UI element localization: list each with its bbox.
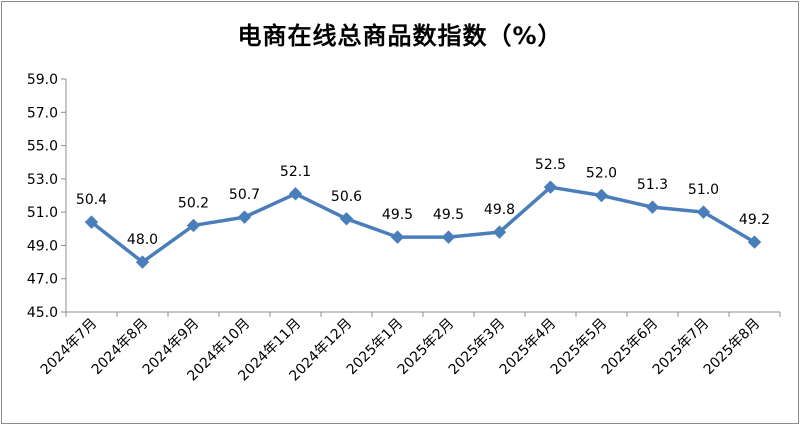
y-tick-label: 47.0 bbox=[27, 272, 58, 288]
y-tick-label: 49.0 bbox=[27, 238, 58, 254]
y-tick-label: 45.0 bbox=[27, 305, 58, 321]
data-label: 52.5 bbox=[535, 157, 566, 173]
data-point-marker bbox=[288, 187, 303, 201]
data-label-layer: 50.4 48.0 50.2 50.7 52.1 50.6 49.5 49.5 49.8 52.5… bbox=[76, 157, 770, 248]
data-point-marker bbox=[135, 255, 150, 269]
data-point-marker bbox=[747, 235, 762, 249]
data-point-marker bbox=[696, 205, 711, 219]
data-point-marker bbox=[543, 180, 558, 194]
y-tick-label: 59.0 bbox=[27, 72, 58, 88]
data-point-marker bbox=[186, 218, 201, 233]
data-label: 52.0 bbox=[586, 166, 617, 182]
data-point-marker bbox=[594, 188, 609, 203]
data-point-marker bbox=[441, 230, 456, 244]
data-label: 51.3 bbox=[637, 177, 668, 193]
series-line bbox=[90, 185, 756, 264]
data-label: 49.5 bbox=[433, 207, 464, 223]
data-label: 50.6 bbox=[331, 189, 362, 205]
y-tick-label: 57.0 bbox=[27, 105, 58, 121]
data-point-marker bbox=[390, 230, 405, 244]
data-label: 49.5 bbox=[382, 207, 413, 223]
data-point-marker bbox=[237, 210, 252, 224]
data-label: 49.8 bbox=[484, 202, 515, 218]
data-label: 50.4 bbox=[76, 192, 107, 208]
data-label: 49.2 bbox=[739, 212, 770, 228]
marker-layer bbox=[84, 180, 762, 269]
data-point-marker bbox=[492, 225, 507, 239]
data-label: 52.1 bbox=[280, 164, 311, 180]
data-label: 51.0 bbox=[688, 182, 719, 198]
data-point-marker bbox=[339, 212, 354, 226]
chart-axes: 45.047.049.051.053.055.057.059.02024年7月2… bbox=[27, 72, 781, 384]
series-line-layer bbox=[90, 185, 756, 264]
data-point-marker bbox=[84, 215, 99, 229]
chart-title: 电商在线总商品数指数（%） bbox=[237, 22, 563, 50]
data-label: 50.2 bbox=[178, 195, 209, 211]
y-tick-label: 51.0 bbox=[27, 205, 58, 221]
data-label: 48.0 bbox=[127, 232, 158, 248]
y-tick-label: 55.0 bbox=[27, 139, 58, 155]
data-point-marker bbox=[645, 200, 660, 214]
data-label: 50.7 bbox=[229, 187, 260, 203]
y-tick-label: 53.0 bbox=[27, 172, 58, 188]
